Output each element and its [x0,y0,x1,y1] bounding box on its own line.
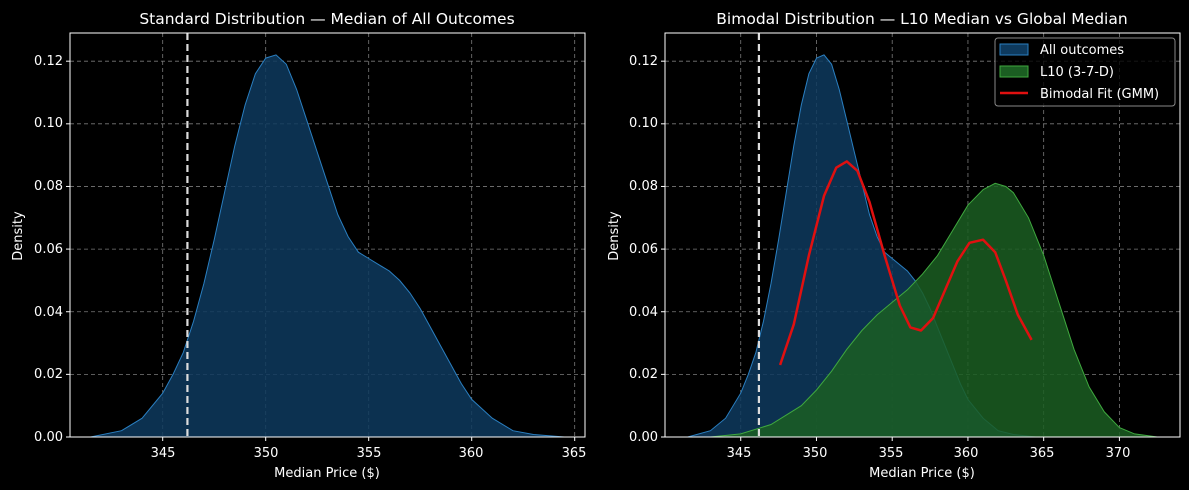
density-line-l10-3-7-d [710,182,1158,438]
legend-swatch-l10 [999,65,1029,78]
x-tick-label: 365 [562,446,587,461]
plot-area-left [66,32,586,441]
x-tick-label: 360 [954,446,979,461]
legend-frame [994,37,1176,107]
y-tick-label: 0.04 [34,305,63,320]
y-tick-label: 0.00 [629,430,658,445]
axes-frame-right [664,32,1181,438]
x-tick-label: 365 [1030,446,1055,461]
legend: All outcomes L10 (3-7-D) Bimodal Fit (GM… [994,37,1176,107]
x-tick-label: 350 [803,446,828,461]
x-axis-label-right: Median Price ($) [869,466,975,481]
axes-frame-left [69,32,586,438]
y-tick-label: 0.10 [629,116,658,131]
x-tick-label: 360 [459,446,484,461]
density-area-all-outcomes [90,54,565,438]
chart-standard-distribution: Standard Distribution — Median of All Ou… [11,10,586,481]
density-area-all-outcomes [687,54,1037,438]
y-tick-label: 0.06 [629,242,658,257]
x-tick-labels-left: 345 350 355 360 365 [151,446,587,461]
y-tick-label: 0.08 [34,179,63,194]
x-tick-label: 345 [151,446,176,461]
x-tick-labels-right: 345 350 355 360 365 370 [727,446,1131,461]
x-tick-label: 345 [727,446,752,461]
y-tick-label: 0.06 [34,242,63,257]
y-tick-label: 0.00 [34,430,63,445]
density-area-l10-3-7-d [710,183,1158,437]
y-axis-label-left: Density [11,211,26,261]
legend-label-all-outcomes: All outcomes [1040,43,1124,58]
y-tick-label: 0.08 [629,179,658,194]
x-tick-label: 350 [254,446,279,461]
density-line-all-outcomes [90,54,565,438]
chart-title-right: Bimodal Distribution — L10 Median vs Glo… [716,10,1127,28]
chart-title-left: Standard Distribution — Median of All Ou… [139,10,514,28]
y-tick-label: 0.02 [34,367,63,382]
legend-label-gmm: Bimodal Fit (GMM) [1040,87,1159,102]
x-tick-label: 370 [1106,446,1131,461]
y-tick-label: 0.02 [629,367,658,382]
y-tick-label: 0.04 [629,305,658,320]
legend-label-l10: L10 (3-7-D) [1040,65,1114,80]
y-axis-label-right: Density [607,211,622,261]
plot-area-right [661,32,1181,441]
y-tick-label: 0.10 [34,116,63,131]
gmm-fit-line [778,160,1033,366]
x-axis-label-left: Median Price ($) [274,466,380,481]
x-tick-label: 355 [879,446,904,461]
x-tick-label: 355 [357,446,382,461]
chart-bimodal-distribution: Bimodal Distribution — L10 Median vs Glo… [607,10,1181,481]
y-tick-label: 0.12 [629,54,658,69]
y-tick-labels-right: 0.00 0.02 0.04 0.06 0.08 0.10 0.12 [629,54,658,445]
legend-swatch-all-outcomes [999,43,1029,56]
y-tick-labels-left: 0.00 0.02 0.04 0.06 0.08 0.10 0.12 [34,54,63,445]
y-tick-label: 0.12 [34,54,63,69]
